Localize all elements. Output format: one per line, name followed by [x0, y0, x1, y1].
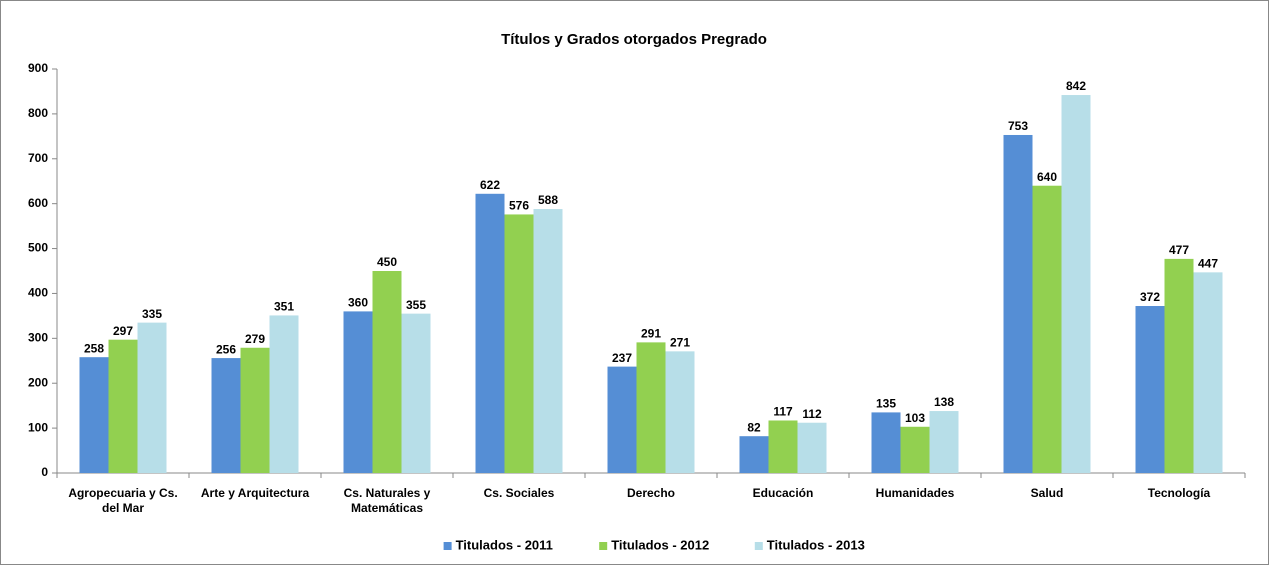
- value-label: 279: [245, 332, 265, 346]
- value-label: 103: [905, 411, 925, 425]
- bar: [372, 271, 402, 473]
- y-tick-label: 900: [28, 61, 48, 75]
- bar: [108, 339, 138, 473]
- value-label: 335: [142, 307, 162, 321]
- bar: [269, 315, 299, 473]
- legend-swatch: [443, 542, 452, 550]
- bar: [636, 342, 666, 473]
- value-label: 447: [1198, 257, 1218, 271]
- x-tick-label: Cs. Naturales y Matemáticas: [343, 486, 431, 515]
- bar: [768, 420, 798, 473]
- legend-label: Titulados - 2013: [767, 537, 865, 552]
- bar: [1032, 185, 1062, 473]
- value-label: 256: [216, 342, 236, 356]
- legend-label: Titulados - 2011: [456, 537, 553, 552]
- legend-swatch: [599, 542, 608, 550]
- x-tick-label: Humanidades: [875, 486, 955, 500]
- bar: [1193, 272, 1223, 473]
- bar: [1135, 306, 1165, 473]
- bar: [79, 357, 109, 473]
- y-tick-label: 800: [28, 106, 48, 120]
- bar: [343, 311, 373, 473]
- chart-title: Títulos y Grados otorgados Pregrado: [501, 31, 767, 48]
- y-tick-label: 0: [41, 465, 48, 479]
- bar: [739, 436, 769, 473]
- value-label: 640: [1037, 170, 1057, 184]
- value-label: 291: [641, 327, 661, 341]
- x-tick-label: Educación: [752, 486, 814, 500]
- y-tick-label: 300: [28, 331, 48, 345]
- y-tick-label: 600: [28, 196, 48, 210]
- bar: [797, 422, 827, 473]
- value-label: 112: [802, 407, 822, 421]
- x-tick-label: Agropecuaria y Cs. del Mar: [68, 486, 178, 515]
- legend-label: Titulados - 2012: [611, 537, 709, 552]
- value-label: 477: [1169, 243, 1189, 257]
- value-label: 351: [274, 300, 294, 314]
- bar: [929, 411, 959, 473]
- bar: [137, 322, 167, 473]
- bar: [211, 358, 241, 473]
- value-label: 271: [670, 336, 690, 350]
- bar: [1003, 134, 1033, 473]
- x-tick-label: Salud: [1030, 486, 1064, 500]
- value-label: 135: [876, 397, 896, 411]
- x-tick-label: Tecnología: [1147, 486, 1211, 500]
- y-tick-label: 200: [28, 375, 48, 389]
- value-label: 842: [1066, 79, 1086, 93]
- bar: [607, 366, 637, 473]
- bar: [401, 313, 431, 473]
- value-label: 360: [348, 296, 368, 310]
- bar: [1061, 95, 1091, 473]
- y-tick-label: 500: [28, 241, 48, 255]
- value-label: 753: [1008, 119, 1028, 133]
- value-label: 450: [377, 255, 397, 269]
- y-tick-label: 400: [28, 286, 48, 300]
- bar: [504, 214, 534, 473]
- x-tick-label: Cs. Sociales: [483, 486, 555, 500]
- bar: [240, 347, 270, 473]
- bar: [475, 193, 505, 473]
- value-label: 117: [773, 405, 793, 419]
- value-label: 297: [113, 324, 133, 338]
- bar: [1164, 258, 1194, 473]
- x-tick-label: Derecho: [626, 486, 676, 500]
- value-label: 576: [509, 199, 529, 213]
- value-label: 138: [934, 395, 954, 409]
- bar: [665, 351, 695, 473]
- y-tick-label: 100: [28, 420, 48, 434]
- y-tick-label: 700: [28, 151, 48, 165]
- value-label: 237: [612, 351, 632, 365]
- value-label: 355: [406, 298, 426, 312]
- bar: [533, 209, 563, 473]
- legend-swatch: [754, 542, 763, 550]
- value-label: 258: [84, 341, 104, 355]
- value-label: 588: [538, 193, 558, 207]
- value-label: 372: [1140, 290, 1160, 304]
- bar: [871, 412, 901, 473]
- x-tick-label: Arte y Arquitectura: [200, 486, 310, 500]
- value-label: 622: [480, 178, 500, 192]
- value-label: 82: [747, 420, 761, 434]
- bar: [900, 426, 930, 473]
